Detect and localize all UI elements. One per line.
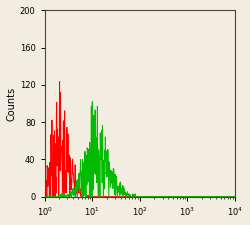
Y-axis label: Counts: Counts (7, 86, 17, 121)
